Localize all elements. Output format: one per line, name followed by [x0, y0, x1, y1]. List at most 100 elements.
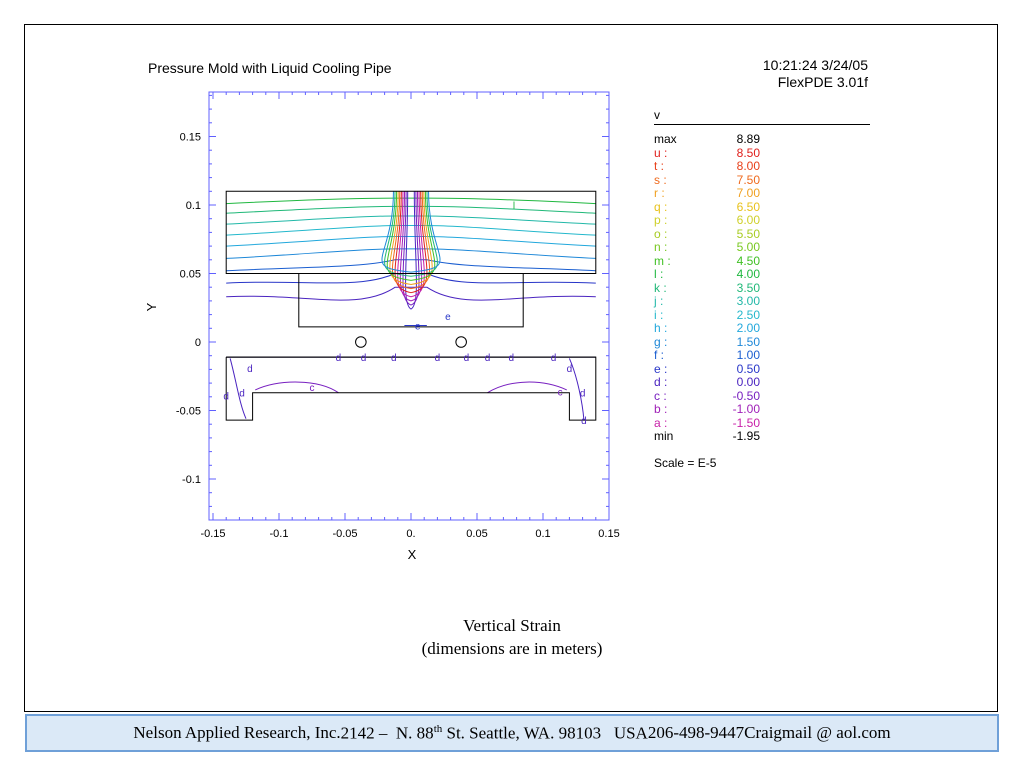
legend-key: o : — [654, 226, 668, 241]
legend-row: e : 0.50 — [654, 361, 870, 377]
legend-value: 8.89 — [736, 132, 760, 146]
legend-value: 4.50 — [736, 253, 760, 268]
legend-value: 0.00 — [736, 375, 760, 389]
legend-scale: Scale = E-5 — [654, 455, 717, 470]
contour-label: d — [580, 389, 586, 400]
legend-value: -0.50 — [732, 388, 760, 403]
legend: v max 8.89 u :8.50 t :8.00 s :7.50 r :7.00 q :… — [654, 108, 870, 470]
sprue-contour — [381, 191, 441, 273]
mold-inner-block — [298, 273, 524, 328]
legend-key: f : — [654, 348, 665, 362]
contour-line-j — [226, 215, 596, 225]
x-tick-label: 0.15 — [598, 528, 619, 540]
footer-bar: Nelson Applied Research, Inc. 2142 – N. … — [25, 714, 999, 752]
cooling-pipe — [455, 336, 467, 348]
legend-row: g : 1.50 — [654, 334, 870, 350]
legend-key: b : — [654, 402, 668, 416]
legend-row: t : 8.00 — [654, 159, 870, 174]
x-tick-label: -0.1 — [270, 528, 289, 540]
legend-value: 4.00 — [736, 267, 760, 281]
legend-value: 5.50 — [736, 226, 760, 241]
sprue-contour — [394, 191, 428, 294]
timestamp: 10:21:24 3/24/05 — [762, 57, 868, 73]
legend-row: o : 5.50 — [654, 226, 870, 242]
legend-row: s : 7.50 — [654, 172, 870, 188]
sprue-contour — [386, 191, 436, 281]
slide-frame — [24, 24, 998, 712]
legend-key: max — [654, 132, 677, 146]
software-version: FlexPDE 3.01f — [777, 74, 868, 90]
legend-key: k : — [654, 280, 667, 295]
legend-row: d : 0.00 — [654, 375, 870, 390]
legend-row: u : 8.50 — [654, 145, 870, 161]
legend-rows: max 8.89 u : 8.50 t : 8.00 s : 7.50 r : 7.00 q : 6.… — [654, 132, 870, 444]
y-tick-label: 0.1 — [186, 200, 201, 212]
legend-value: 8.00 — [736, 159, 760, 173]
x-tick-label: 0.1 — [535, 528, 550, 540]
mold-outline-top — [225, 190, 597, 274]
x-tick-label: -0.15 — [200, 528, 225, 540]
contour-label: d — [551, 353, 557, 364]
legend-key: d : — [654, 375, 668, 389]
legend-key: u : — [654, 145, 668, 160]
cooling-pipe — [355, 336, 367, 348]
legend-value: 1.00 — [736, 348, 760, 362]
y-tick-label: 0 — [195, 337, 201, 349]
contour-line-e — [226, 273, 596, 284]
legend-value: 7.50 — [736, 172, 760, 187]
legend-row: f : 1.00 — [654, 348, 870, 363]
legend-value: 8.50 — [736, 145, 760, 160]
x-tick-label: -0.05 — [332, 528, 357, 540]
y-tick-label: 0.15 — [180, 132, 201, 144]
contour-line-g — [226, 248, 596, 259]
contour-label: d — [435, 353, 441, 364]
contour-label: d — [567, 364, 573, 375]
legend-key: r : — [654, 186, 665, 200]
legend-key: m : — [654, 253, 671, 268]
legend-row: n : 5.00 — [654, 240, 870, 255]
mold-lower-frame — [225, 356, 597, 421]
legend-row: k : 3.50 — [654, 280, 870, 296]
y-tick-label: -0.1 — [182, 474, 201, 486]
contour-line-l — [226, 197, 596, 205]
legend-value: 6.00 — [736, 213, 760, 227]
legend-value: 0.50 — [736, 361, 760, 376]
contour-label: c — [310, 383, 315, 394]
legend-row: h : 2.00 — [654, 321, 870, 336]
footer-phone: 206-498-9447 — [647, 723, 745, 742]
contour-line-k — [226, 205, 596, 214]
x-tick-label: 0. — [406, 528, 415, 540]
legend-value: 7.00 — [736, 186, 760, 200]
contour-label: d — [391, 353, 397, 364]
legend-value: 5.00 — [736, 240, 760, 254]
contour-line-d-left — [229, 358, 247, 419]
contour-label: e — [445, 312, 451, 323]
legend-row: c : -0.50 — [654, 388, 870, 404]
legend-key: p : — [654, 213, 668, 227]
contour-line-h — [226, 236, 596, 247]
caption: Vertical Strain (dimensions are in meter… — [0, 614, 1024, 660]
legend-key: t : — [654, 159, 665, 173]
contour-label: d — [223, 391, 229, 402]
legend-row: r : 7.00 — [654, 186, 870, 201]
contour-line-d — [226, 286, 596, 301]
sprue-contour — [399, 191, 423, 302]
legend-value: -1.00 — [732, 402, 760, 416]
legend-key: g : — [654, 334, 668, 349]
legend-row: p : 6.00 — [654, 213, 870, 228]
contour-label: l — [513, 201, 515, 212]
legend-row: j : 3.00 — [654, 294, 870, 309]
sprue-contour — [405, 191, 417, 310]
caption-subtitle: (dimensions are in meters) — [421, 639, 603, 658]
legend-value: 1.50 — [736, 334, 760, 349]
y-tick-label: -0.05 — [176, 406, 201, 418]
legend-value: 3.50 — [736, 280, 760, 295]
caption-title: Vertical Strain — [463, 616, 561, 635]
legend-row: l : 4.00 — [654, 267, 870, 282]
sprue-contour — [397, 191, 425, 298]
plot-title: Pressure Mold with Liquid Cooling Pipe — [148, 60, 392, 76]
sprue-contour — [389, 191, 433, 285]
contour-label: d — [239, 389, 245, 400]
y-tick-label: 0.05 — [180, 269, 201, 281]
